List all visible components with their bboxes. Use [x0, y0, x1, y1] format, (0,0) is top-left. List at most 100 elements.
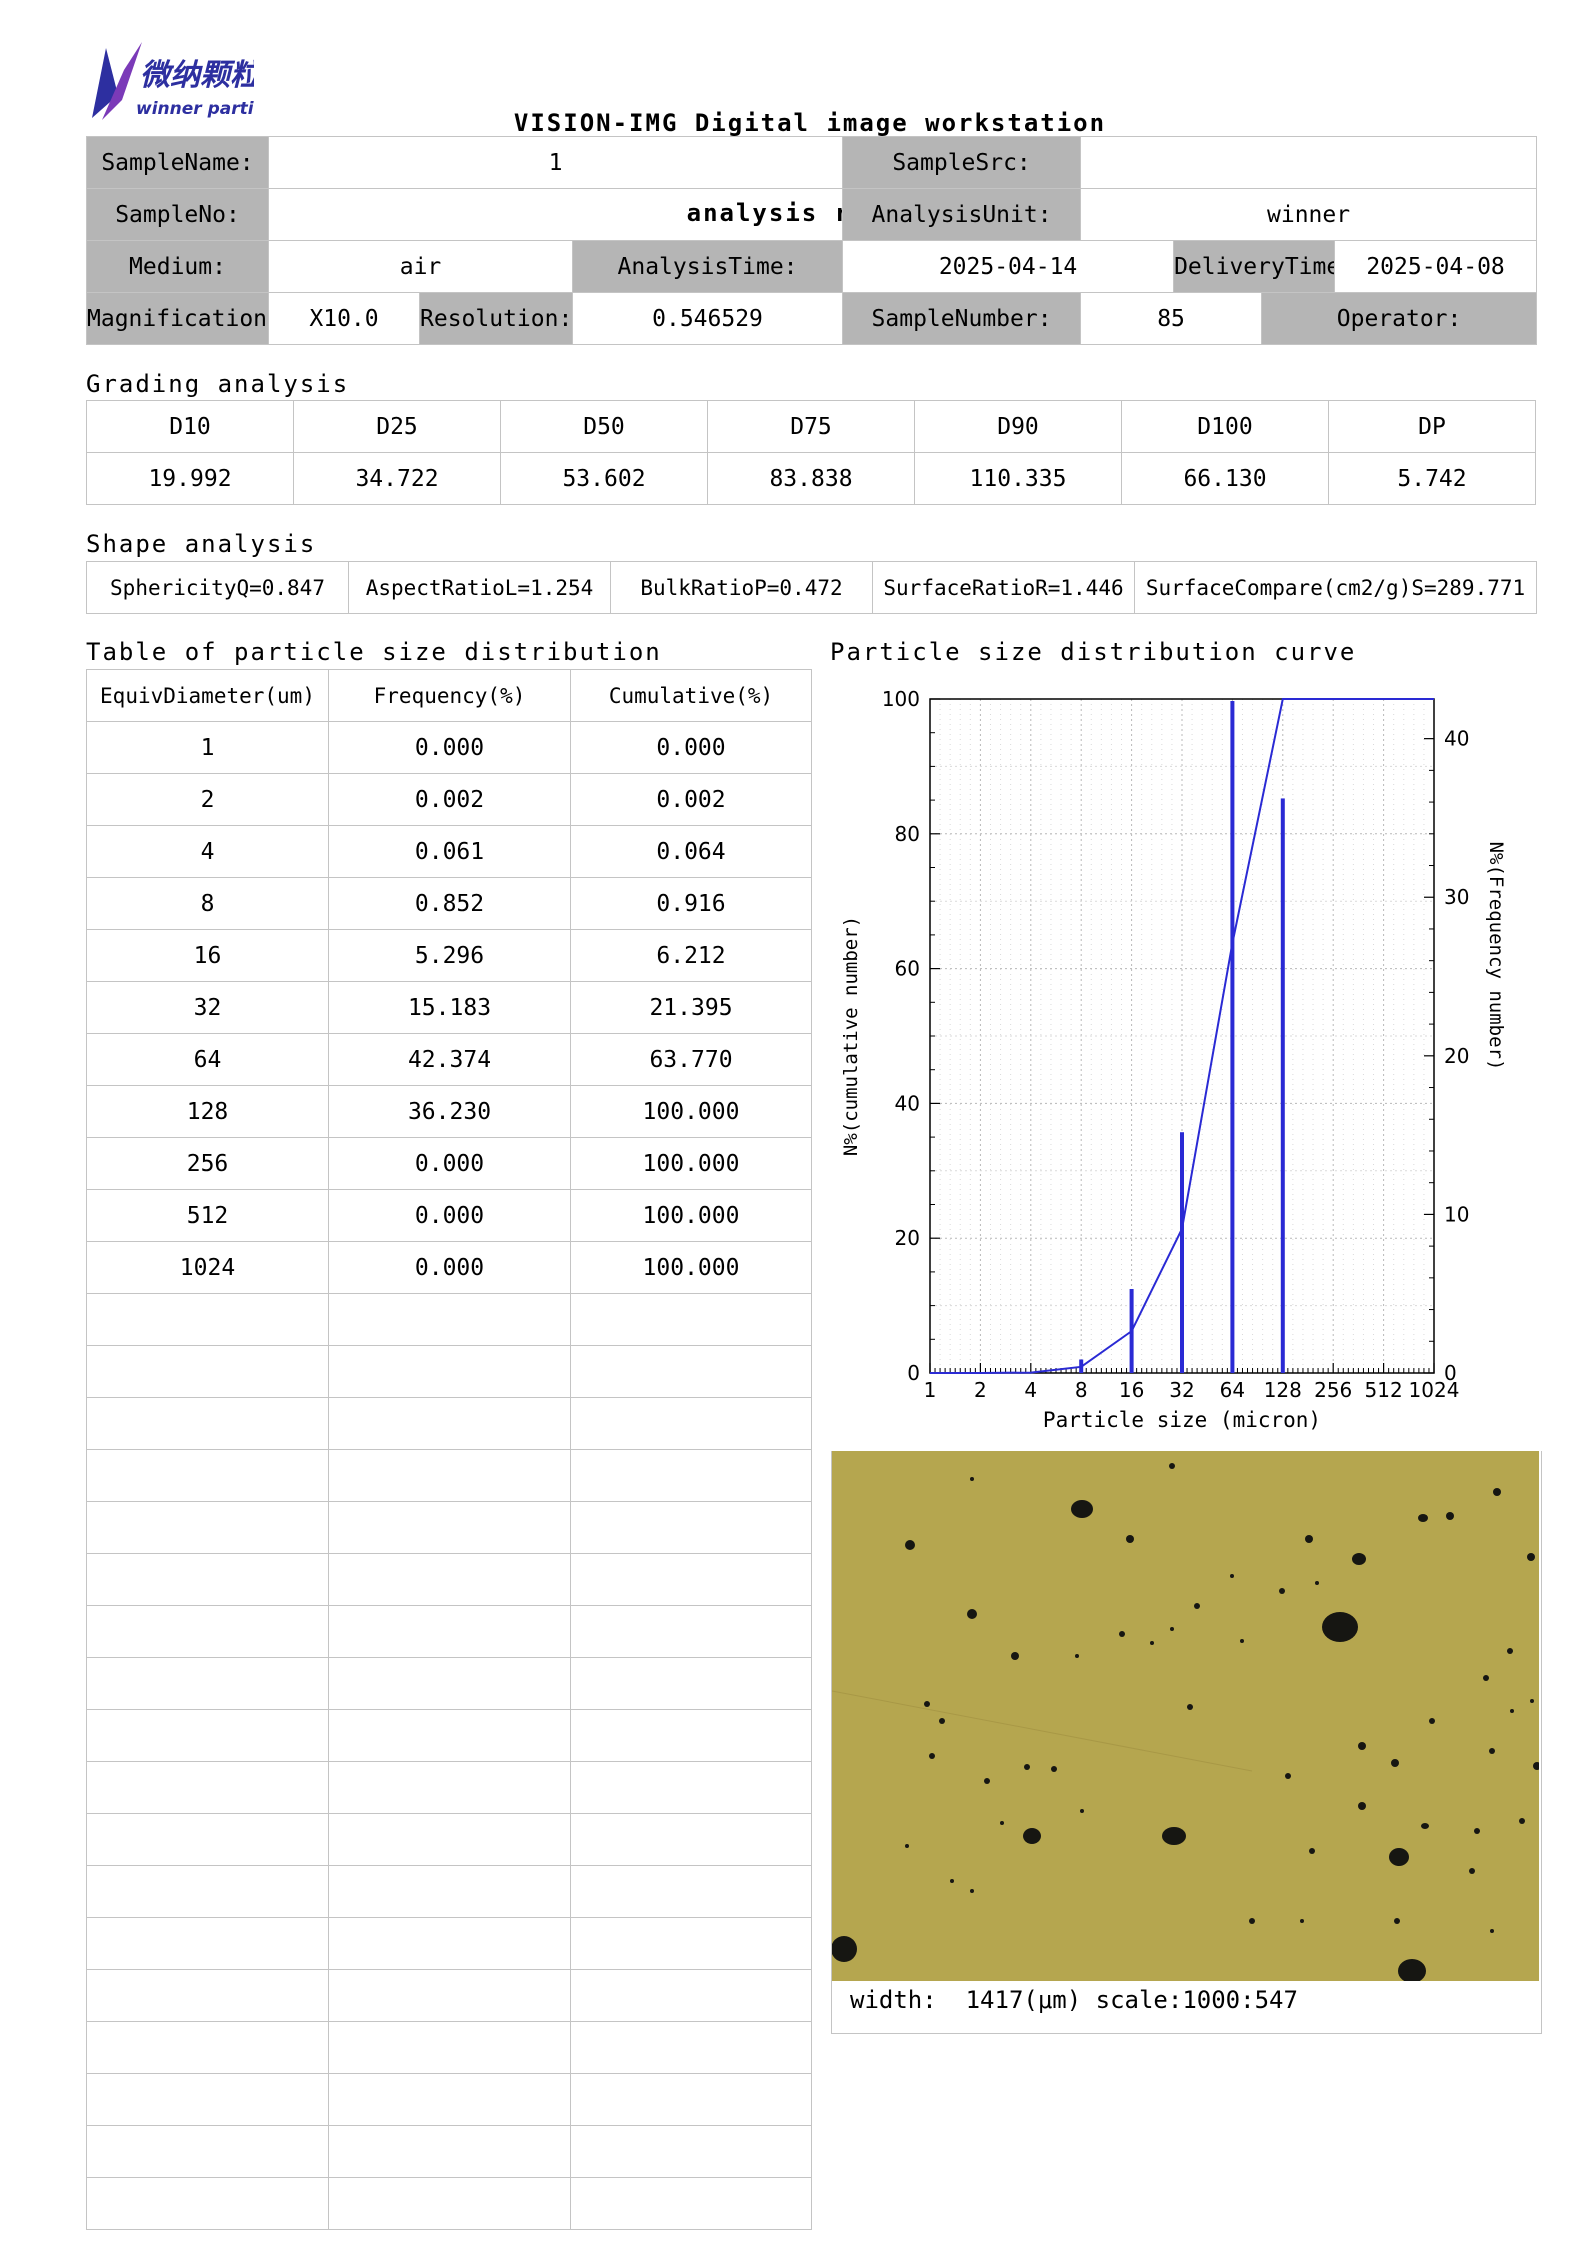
grading-header: DP	[1328, 400, 1536, 453]
table-row-empty	[86, 2073, 812, 2126]
particle	[1075, 1654, 1079, 1658]
y-right-tick-label: 20	[1444, 1044, 1469, 1068]
table-row-empty	[86, 2021, 812, 2074]
table-cell-empty	[328, 2073, 571, 2126]
logo-english-text: winner particle	[136, 99, 254, 119]
table-row: 8 0.852 0.916	[86, 877, 812, 930]
particle	[1169, 1463, 1175, 1469]
grading-header: D100	[1121, 400, 1329, 453]
shape-aspect-ratio: AspectRatioL=1.254	[348, 561, 611, 614]
table-cell-empty	[328, 1449, 571, 1502]
table-cell-empty	[570, 1969, 812, 2022]
particle	[1530, 1699, 1534, 1703]
medium-value: air	[268, 240, 573, 293]
table-cell-empty	[328, 2177, 571, 2230]
table-row-empty	[86, 1345, 812, 1398]
table-row-empty	[86, 1709, 812, 1762]
particle	[1527, 1553, 1535, 1561]
table-cell: 100.000	[570, 1241, 812, 1294]
grading-header: D90	[914, 400, 1122, 453]
sample-no-label: SampleNo:	[86, 188, 269, 241]
distribution-curve-title: Particle size distribution curve	[830, 638, 1357, 666]
table-row: 128 36.230 100.000	[86, 1085, 812, 1138]
table-cell-empty	[570, 1813, 812, 1866]
table-cell-empty	[328, 1761, 571, 1814]
table-row-empty	[86, 1813, 812, 1866]
particle	[1490, 1929, 1494, 1933]
table-row-empty	[86, 1449, 812, 1502]
resolution-label: Resolution:	[419, 292, 573, 345]
sample-src-label: SampleSrc:	[842, 136, 1082, 189]
particle-micrograph	[832, 1451, 1539, 1981]
table-cell-empty	[328, 2021, 571, 2074]
particle	[1024, 1764, 1030, 1770]
x-axis-label: Particle size (micron)	[1043, 1408, 1321, 1432]
distribution-table: EquivDiameter(um) Frequency(%) Cumulative(…	[86, 669, 812, 2230]
table-row-empty	[86, 1605, 812, 1658]
table-cell-empty	[86, 2177, 329, 2230]
table-row-empty	[86, 1761, 812, 1814]
table-cell-empty	[570, 2125, 812, 2178]
table-cell: 64	[86, 1033, 329, 1086]
particle	[1398, 1959, 1426, 1981]
y-right-tick-label: 0	[1444, 1361, 1457, 1385]
grading-header: D75	[707, 400, 915, 453]
table-cell-empty	[570, 1449, 812, 1502]
table-cell: 8	[86, 877, 329, 930]
table-cell-empty	[570, 1865, 812, 1918]
particle	[1011, 1652, 1019, 1660]
table-cell: 0.916	[570, 877, 812, 930]
distribution-header-row: EquivDiameter(um) Frequency(%) Cumulative(…	[86, 669, 812, 722]
shape-table: SphericityQ=0.847 AspectRatioL=1.254 Bul…	[86, 561, 1537, 614]
particle	[1352, 1553, 1366, 1565]
table-row-empty	[86, 1397, 812, 1450]
table-cell: 1024	[86, 1241, 329, 1294]
table-row-empty	[86, 1917, 812, 1970]
table-cell: 128	[86, 1085, 329, 1138]
table-cell: 0.000	[328, 1241, 571, 1294]
particle	[967, 1609, 977, 1619]
table-cell-empty	[328, 1969, 571, 2022]
particle	[905, 1844, 909, 1848]
y-right-tick-label: 40	[1444, 727, 1469, 751]
report-title-line1: VISION-IMG Digital image workstation	[513, 109, 1107, 137]
table-cell-empty	[86, 1397, 329, 1450]
particle	[1322, 1612, 1358, 1642]
particle	[905, 1540, 915, 1550]
cumulative-line	[929, 698, 1434, 1374]
distribution-chart: 1 2 4 8 16 32 64 128 256 512 102402040608010001020…	[840, 687, 1507, 1432]
table-cell-empty	[570, 1709, 812, 1762]
shape-surface-compare: SurfaceCompare(cm2/g)S=289.771	[1134, 561, 1537, 614]
table-row: 2 0.002 0.002	[86, 773, 812, 826]
grading-value: 19.992	[86, 452, 294, 505]
table-cell-empty	[328, 1917, 571, 1970]
x-tick-label: 64	[1220, 1378, 1245, 1402]
table-cell-empty	[328, 1709, 571, 1762]
table-cell-empty	[570, 2073, 812, 2126]
table-cell-empty	[570, 1917, 812, 1970]
table-cell: 0.002	[328, 773, 571, 826]
table-cell: 5.296	[328, 929, 571, 982]
table-row-empty	[86, 2125, 812, 2178]
table-row: 32 15.183 21.395	[86, 981, 812, 1034]
particle	[1493, 1488, 1501, 1496]
table-cell: 0.000	[328, 1189, 571, 1242]
table-cell: 42.374	[328, 1033, 571, 1086]
micrograph-scratch	[832, 1690, 1253, 1772]
particle	[1358, 1802, 1366, 1810]
distribution-header: Frequency(%)	[328, 669, 571, 722]
table-cell-empty	[328, 1605, 571, 1658]
table-cell: 100.000	[570, 1137, 812, 1190]
table-cell: 21.395	[570, 981, 812, 1034]
table-cell: 0.000	[328, 1137, 571, 1190]
table-cell: 0.061	[328, 825, 571, 878]
particle	[1230, 1574, 1234, 1578]
table-cell-empty	[86, 1709, 329, 1762]
table-row: 64 42.374 63.770	[86, 1033, 812, 1086]
table-cell: 0.852	[328, 877, 571, 930]
particle	[1126, 1535, 1134, 1543]
table-cell: 0.000	[570, 721, 812, 774]
table-cell-empty	[328, 1293, 571, 1346]
particle	[1170, 1627, 1174, 1631]
table-cell-empty	[328, 1345, 571, 1398]
